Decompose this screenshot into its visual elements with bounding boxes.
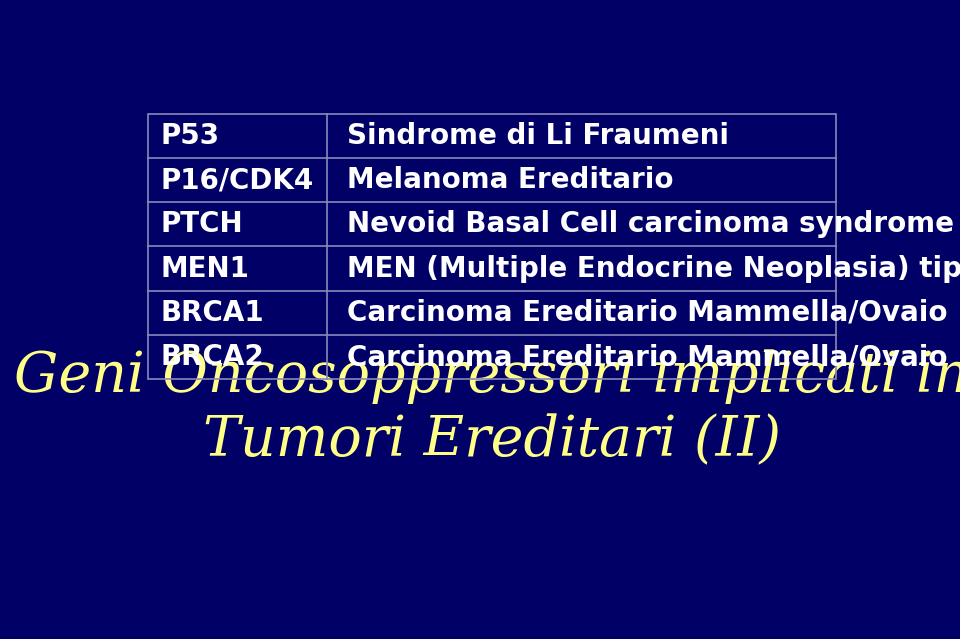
Text: Carcinoma Ereditario Mammella/Ovaio: Carcinoma Ereditario Mammella/Ovaio: [347, 343, 948, 371]
Text: Sindrome di Li Fraumeni: Sindrome di Li Fraumeni: [347, 121, 729, 150]
Text: Carcinoma Ereditario Mammella/Ovaio: Carcinoma Ereditario Mammella/Ovaio: [347, 299, 948, 327]
Text: BRCA1: BRCA1: [161, 299, 265, 327]
Text: P16/CDK4: P16/CDK4: [161, 166, 314, 194]
Text: Tumori Ereditari (II): Tumori Ereditari (II): [203, 413, 781, 468]
Text: PTCH: PTCH: [161, 210, 244, 238]
Text: P53: P53: [161, 121, 220, 150]
Text: Melanoma Ereditario: Melanoma Ereditario: [347, 166, 673, 194]
Text: Nevoid Basal Cell carcinoma syndrome: Nevoid Basal Cell carcinoma syndrome: [347, 210, 954, 238]
Bar: [148, 114, 836, 380]
Text: MEN (Multiple Endocrine Neoplasia) tipo 1: MEN (Multiple Endocrine Neoplasia) tipo …: [347, 254, 960, 282]
Text: Geni Oncosoppressori implicati in: Geni Oncosoppressori implicati in: [14, 350, 960, 404]
Text: MEN1: MEN1: [161, 254, 250, 282]
Text: BRCA2: BRCA2: [161, 343, 265, 371]
